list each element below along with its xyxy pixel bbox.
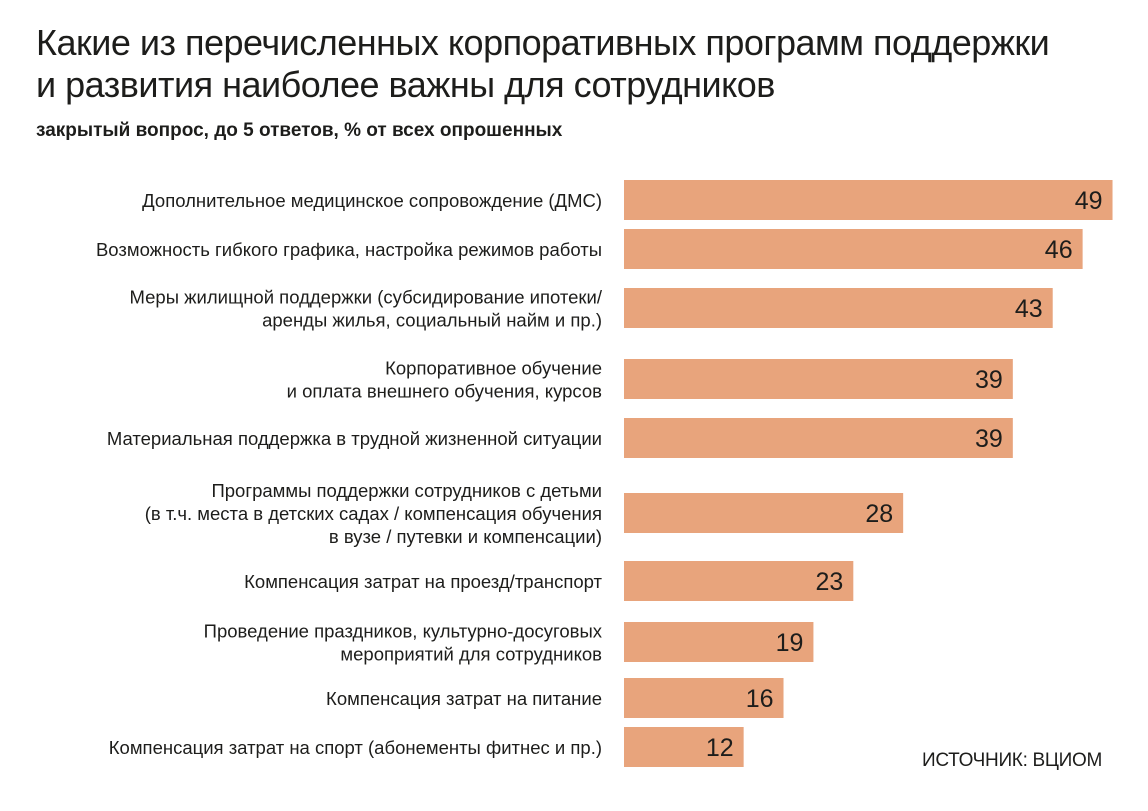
bar-9: [624, 678, 784, 718]
category-label-3-line-1: Меры жилищной поддержки (субсидирование …: [130, 287, 603, 308]
category-label-8-line-1: Проведение праздников, культурно-досугов…: [204, 621, 603, 642]
chart-title-line-1: Какие из перечисленных корпоративных про…: [36, 22, 1050, 63]
category-label-4-line-2: и оплата внешнего обучения, курсов: [287, 381, 602, 402]
category-label-6-line-2: (в т.ч. места в детских садах / компенса…: [145, 503, 602, 524]
category-label-8-line-2: мероприятий для сотрудников: [340, 644, 602, 665]
bar-value-label-9: 16: [746, 685, 774, 713]
source-note: ИСТОЧНИК: ВЦИОМ: [922, 750, 1103, 771]
bar-value-label-1: 49: [1075, 187, 1103, 215]
bar-10: [624, 727, 744, 767]
category-label-5-line-1: Материальная поддержка в трудной жизненн…: [107, 428, 602, 449]
bar-value-label-10: 12: [706, 734, 734, 762]
category-label-7-line-1: Компенсация затрат на проезд/транспорт: [244, 571, 602, 592]
bar-value-label-6: 28: [865, 500, 893, 528]
category-label-2-line-1: Возможность гибкого графика, настройка р…: [96, 239, 602, 260]
category-label-6-line-1: Программы поддержки сотрудников с детьми: [211, 480, 602, 501]
category-label-10-line-1: Компенсация затрат на спорт (абонементы …: [109, 737, 602, 758]
category-label-6-line-3: в вузе / путевки и компенсации): [329, 526, 602, 547]
bar-2: [624, 229, 1083, 269]
category-label-3-line-2: аренды жилья, социальный найм и пр.): [262, 310, 602, 331]
bar-8: [624, 622, 814, 662]
category-label-4-line-1: Корпоративное обучение: [385, 358, 602, 379]
chart-subtitle: закрытый вопрос, до 5 ответов, % от всех…: [36, 120, 563, 141]
category-label-9-line-1: Компенсация затрат на питание: [326, 688, 602, 709]
bar-1: [624, 180, 1113, 220]
bar-value-label-5: 39: [975, 425, 1003, 453]
bar-5: [624, 418, 1013, 458]
category-label-1-line-1: Дополнительное медицинское сопровождение…: [142, 190, 602, 211]
bar-value-label-2: 46: [1045, 236, 1073, 264]
bar-6: [624, 493, 904, 533]
bar-value-label-7: 23: [815, 568, 843, 596]
bar-value-label-4: 39: [975, 366, 1003, 394]
bar-3: [624, 288, 1053, 328]
bar-7: [624, 561, 854, 601]
bar-4: [624, 359, 1013, 399]
bar-value-label-3: 43: [1015, 295, 1043, 323]
chart-title-line-2: и развития наиболее важны для сотруднико…: [36, 64, 775, 105]
bar-value-label-8: 19: [776, 629, 804, 657]
chart-title: Какие из перечисленных корпоративных про…: [36, 22, 1126, 106]
